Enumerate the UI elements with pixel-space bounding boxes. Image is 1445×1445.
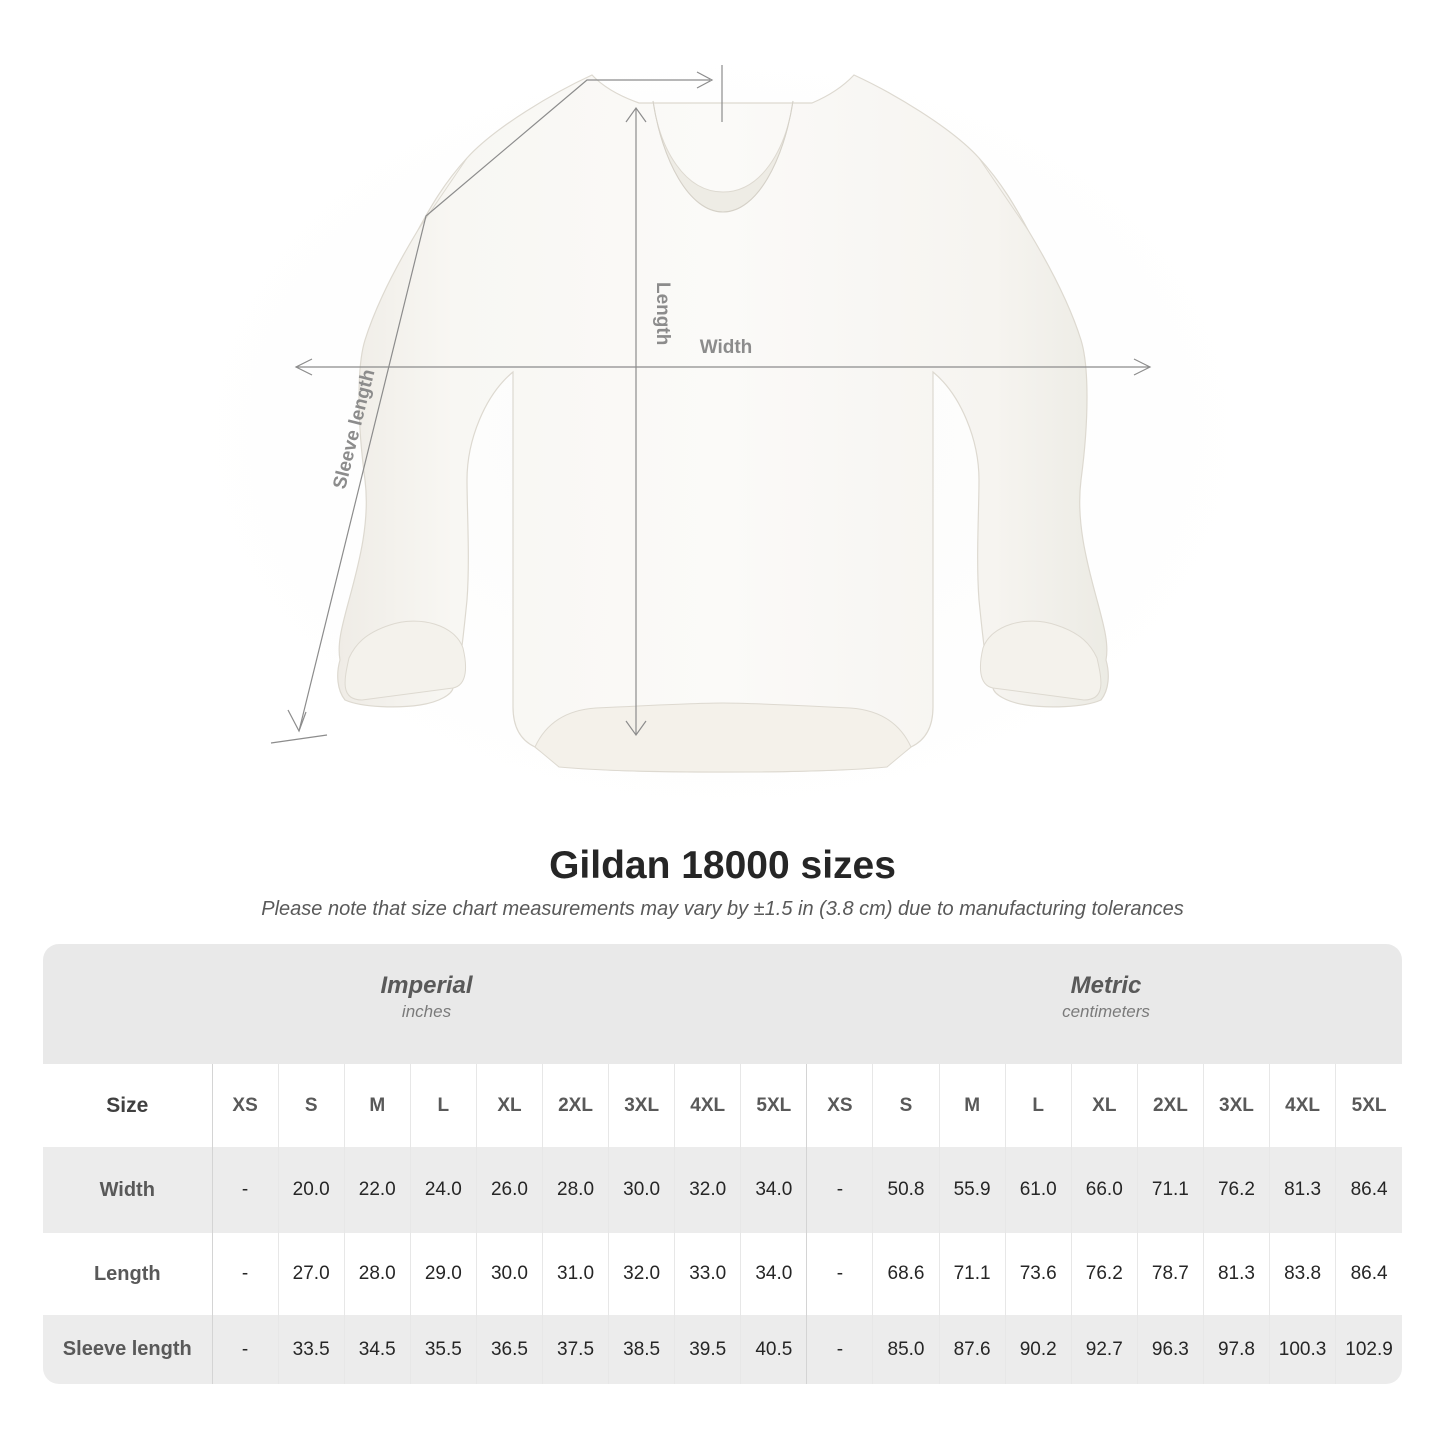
svg-text:Length: Length (652, 282, 673, 345)
svg-text:Width: Width (700, 337, 753, 358)
